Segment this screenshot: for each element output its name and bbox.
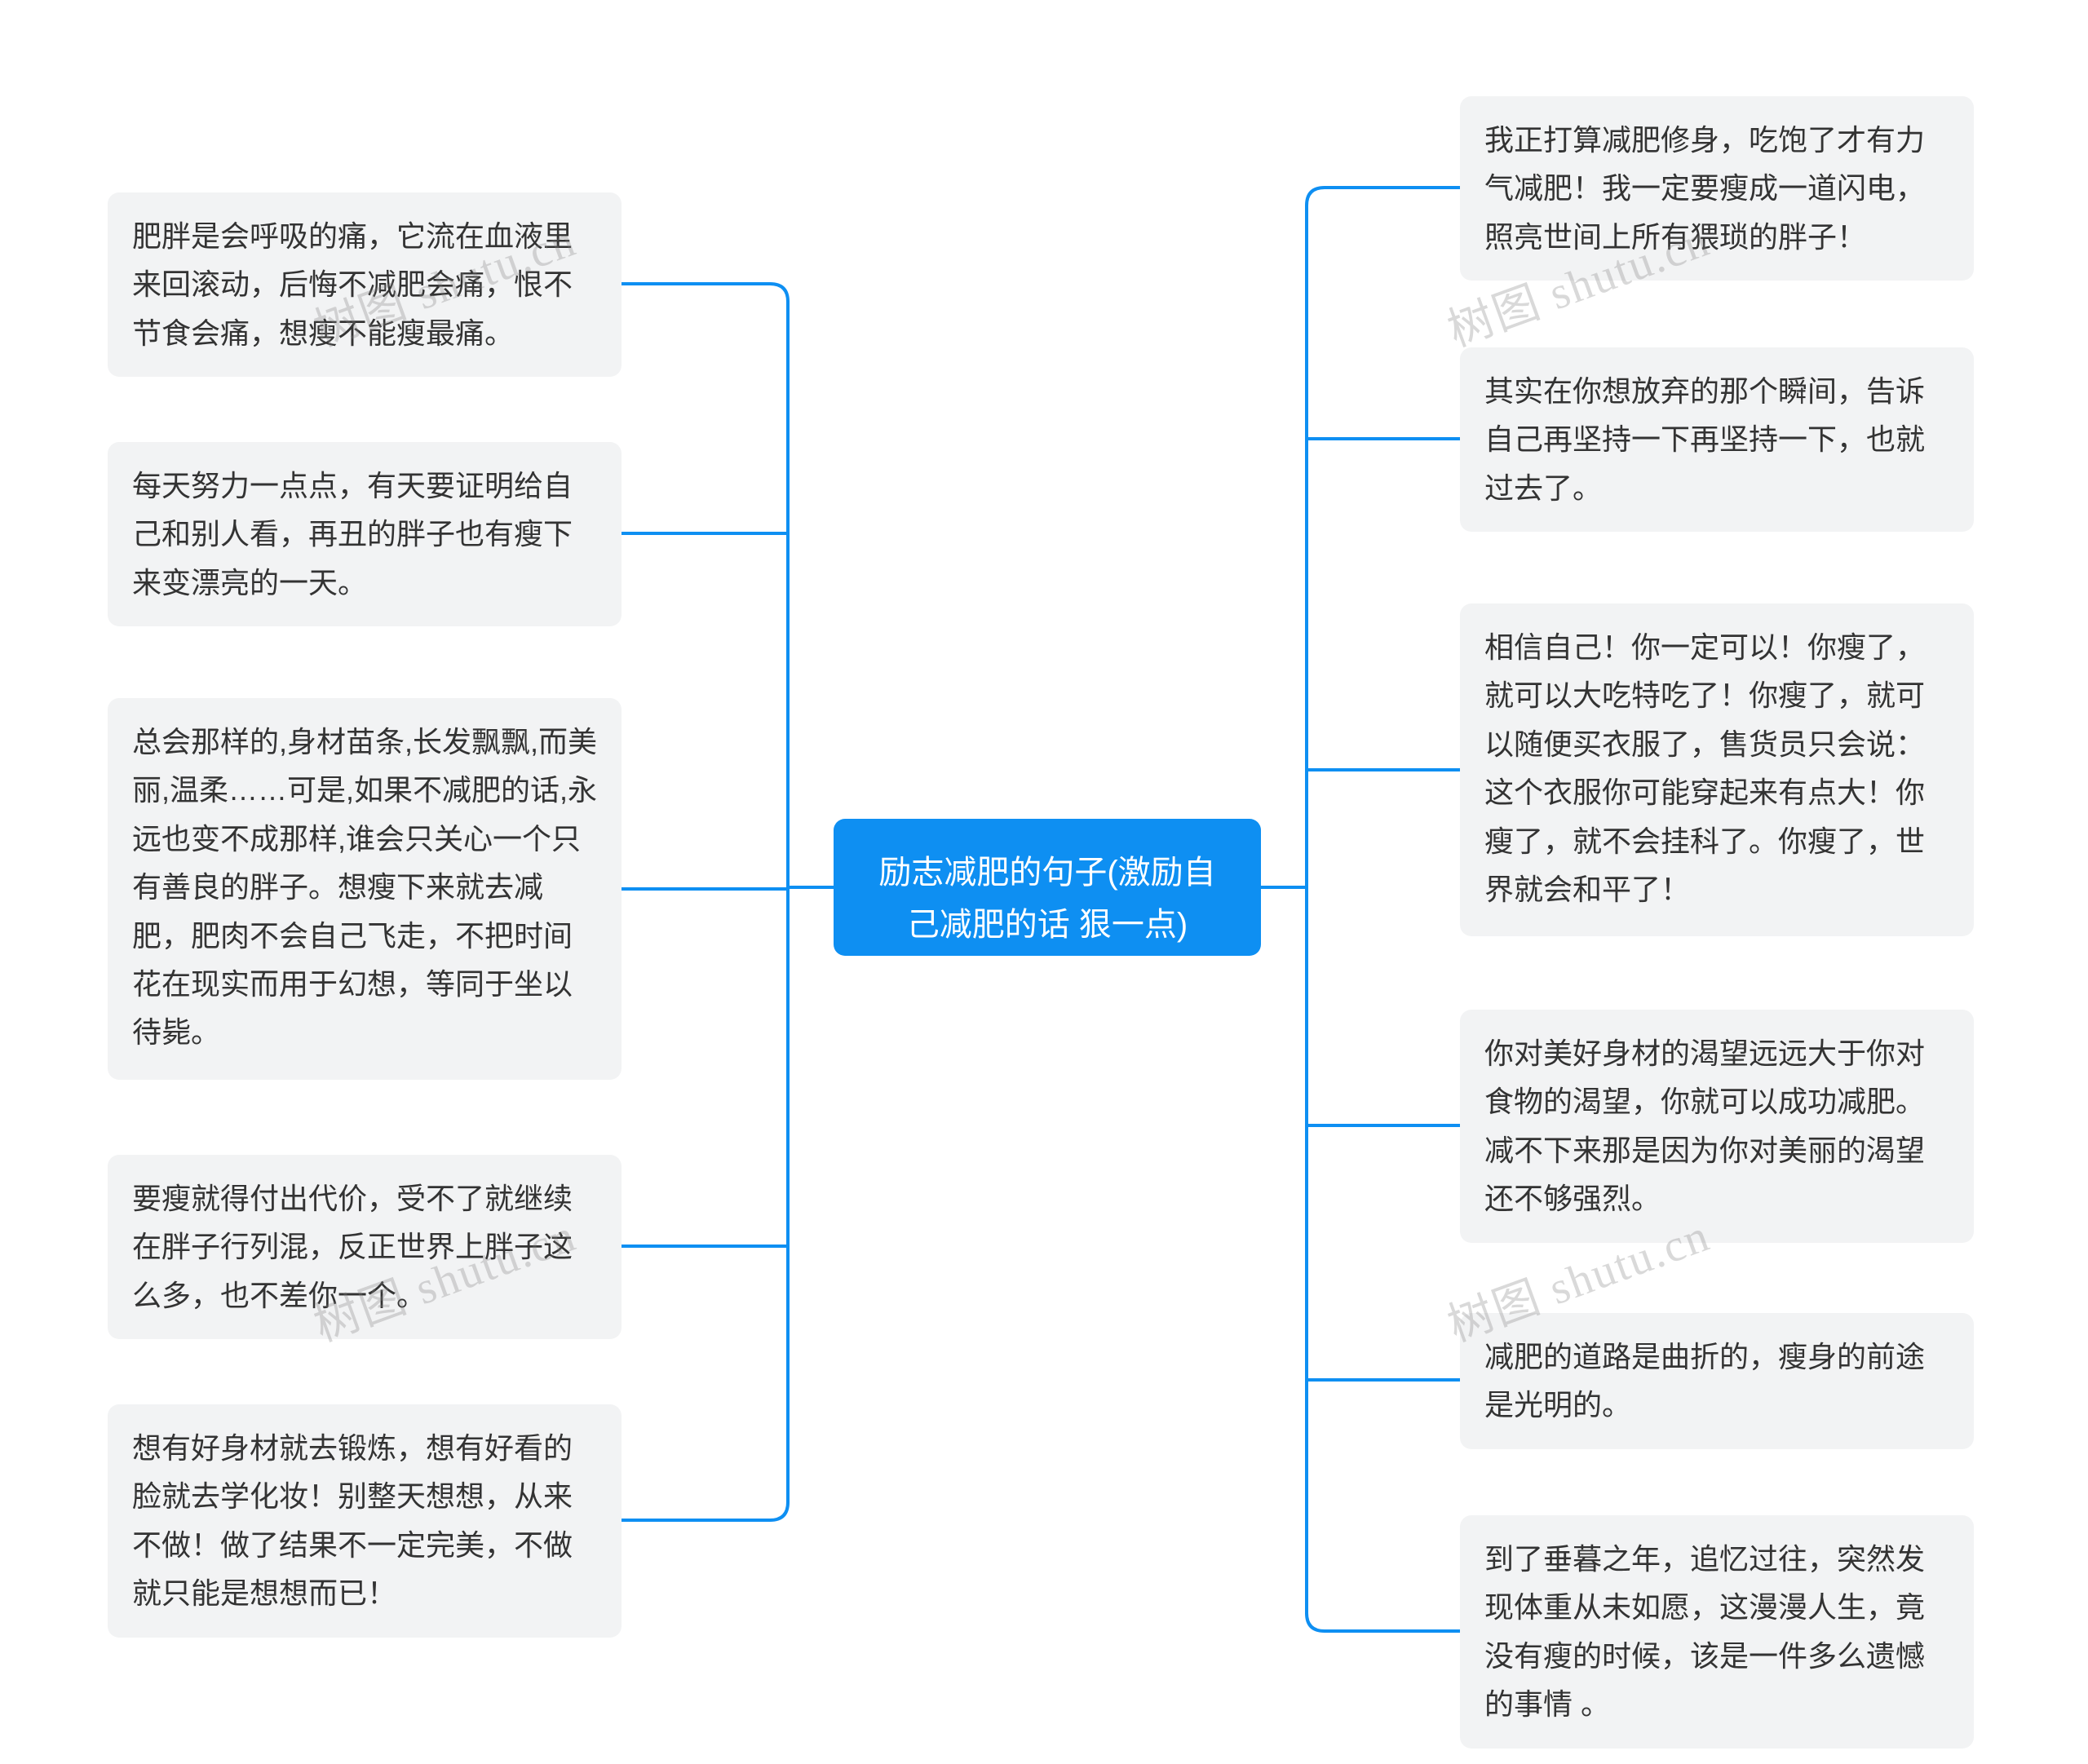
left-node-2: 每天努力一点点，有天要证明给自己和别人看，再丑的胖子也有瘦下来变漂亮的一天。 — [108, 442, 622, 626]
right-node-5: 减肥的道路是曲折的，瘦身的前途是光明的。 — [1460, 1313, 1974, 1449]
right-node-3: 相信自己！你一定可以！你瘦了，就可以大吃特吃了！你瘦了，就可以随便买衣服了，售货… — [1460, 603, 1974, 936]
root-node: 励志减肥的句子(激励自己减肥的话 狠一点) — [834, 819, 1261, 956]
left-node-5: 想有好身材就去锻炼，想有好看的脸就去学化妆！别整天想想，从来不做！做了结果不一定… — [108, 1404, 622, 1638]
left-node-1: 肥胖是会呼吸的痛，它流在血液里来回滚动，后悔不减肥会痛，恨不节食会痛，想瘦不能瘦… — [108, 192, 622, 377]
mindmap-canvas: 励志减肥的句子(激励自己减肥的话 狠一点) 肥胖是会呼吸的痛，它流在血液里来回滚… — [0, 0, 2088, 1764]
left-node-4: 要瘦就得付出代价，受不了就继续在胖子行列混，反正世界上胖子这么多，也不差你一个。 — [108, 1155, 622, 1339]
left-node-3: 总会那样的,身材苗条,长发飘飘,而美丽,温柔……可是,如果不减肥的话,永远也变不… — [108, 698, 622, 1080]
right-node-2: 其实在你想放弃的那个瞬间，告诉自己再坚持一下再坚持一下，也就过去了。 — [1460, 347, 1974, 532]
right-node-4: 你对美好身材的渴望远远大于你对食物的渴望，你就可以成功减肥。减不下来那是因为你对… — [1460, 1010, 1974, 1243]
right-node-6: 到了垂暮之年，追忆过往，突然发现体重从未如愿，这漫漫人生，竟没有瘦的时候，该是一… — [1460, 1515, 1974, 1749]
right-node-1: 我正打算减肥修身，吃饱了才有力气减肥！我一定要瘦成一道闪电，照亮世间上所有猥琐的… — [1460, 96, 1974, 281]
